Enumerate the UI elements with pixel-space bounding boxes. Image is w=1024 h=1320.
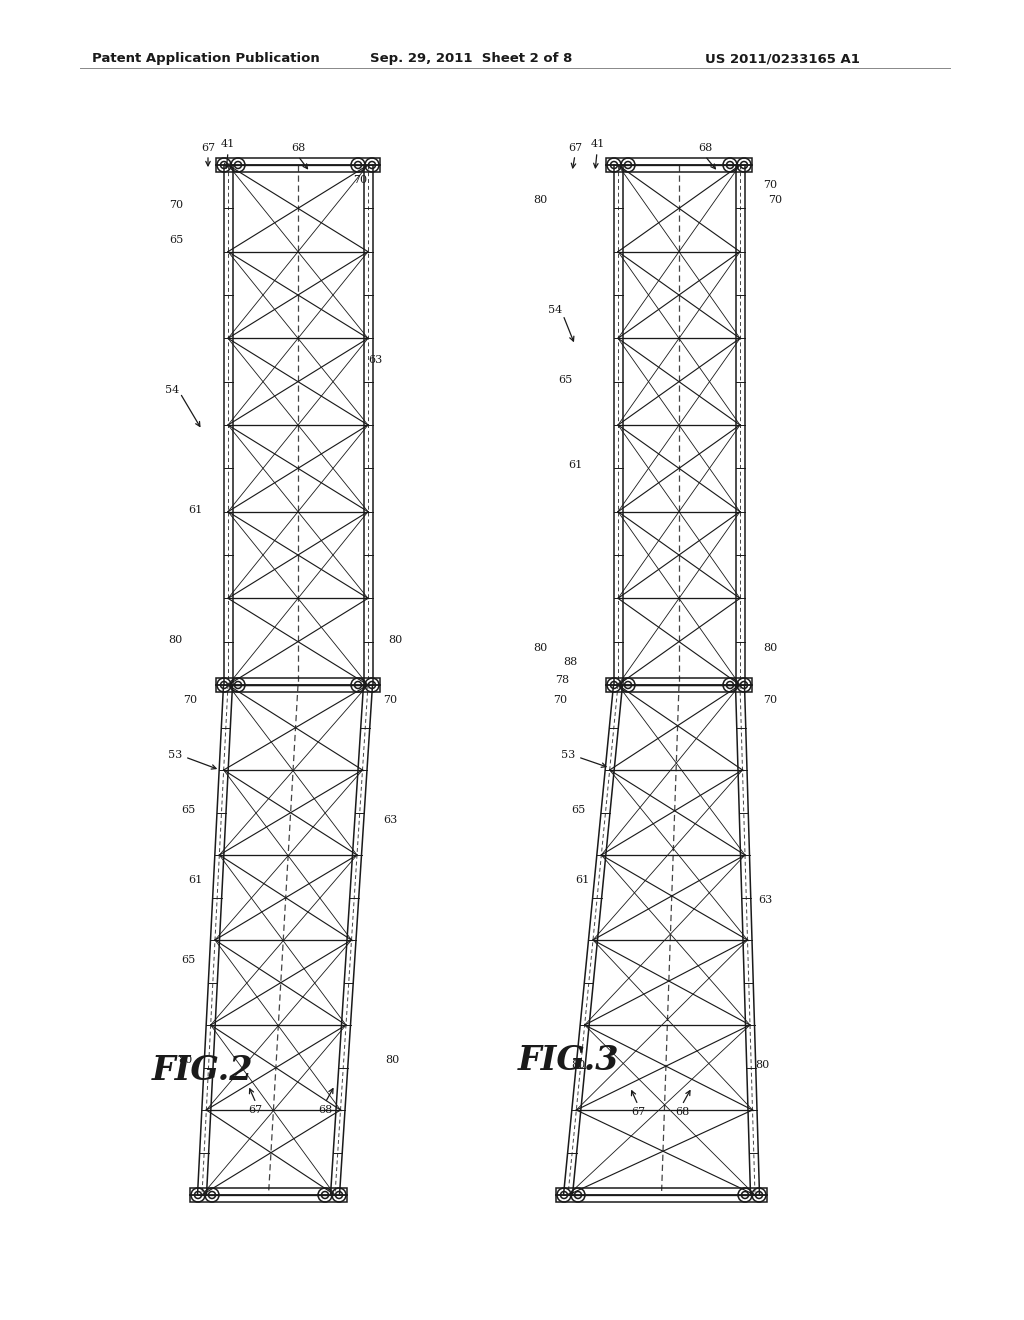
Text: 65: 65 <box>181 805 196 814</box>
Text: 54: 54 <box>548 305 562 315</box>
Text: 80: 80 <box>178 1055 193 1065</box>
Text: 61: 61 <box>568 459 582 470</box>
Bar <box>190 1188 347 1203</box>
Text: Patent Application Publication: Patent Application Publication <box>92 51 319 65</box>
Text: 63: 63 <box>383 814 397 825</box>
Text: 68: 68 <box>317 1105 332 1115</box>
Text: 80: 80 <box>755 1060 769 1071</box>
Bar <box>556 1188 767 1203</box>
Text: 65: 65 <box>181 954 196 965</box>
Text: 80: 80 <box>388 635 402 645</box>
Text: 80: 80 <box>532 643 547 653</box>
Text: 53: 53 <box>561 750 575 760</box>
Text: 61: 61 <box>187 506 202 515</box>
Text: 80: 80 <box>168 635 182 645</box>
Text: 70: 70 <box>768 195 782 205</box>
Text: 68: 68 <box>291 143 305 153</box>
Text: 53: 53 <box>168 750 182 760</box>
Text: 88: 88 <box>563 657 578 667</box>
Bar <box>216 678 380 692</box>
Text: 70: 70 <box>353 176 367 185</box>
Text: 61: 61 <box>187 875 202 884</box>
Text: 78: 78 <box>555 675 569 685</box>
Text: 65: 65 <box>570 805 585 814</box>
Text: 63: 63 <box>758 895 772 906</box>
Text: 70: 70 <box>763 180 777 190</box>
Text: 70: 70 <box>169 201 183 210</box>
Text: 54: 54 <box>165 385 179 395</box>
Text: 41: 41 <box>591 139 605 149</box>
Text: 80: 80 <box>763 643 777 653</box>
Text: 65: 65 <box>558 375 572 385</box>
Text: 70: 70 <box>553 696 567 705</box>
Text: 80: 80 <box>385 1055 399 1065</box>
Bar <box>606 678 752 692</box>
Text: 61: 61 <box>574 875 589 884</box>
Text: 67: 67 <box>248 1105 262 1115</box>
Text: FIG.2: FIG.2 <box>152 1053 254 1086</box>
Bar <box>216 158 380 172</box>
Text: FIG.3: FIG.3 <box>518 1044 620 1077</box>
Bar <box>606 158 752 172</box>
Text: 70: 70 <box>183 696 197 705</box>
Text: 70: 70 <box>763 696 777 705</box>
Text: 67: 67 <box>201 143 215 153</box>
Text: 67: 67 <box>631 1107 645 1117</box>
Text: 65: 65 <box>169 235 183 246</box>
Text: 70: 70 <box>383 696 397 705</box>
Text: 67: 67 <box>568 143 582 153</box>
Text: 68: 68 <box>698 143 712 153</box>
Text: 68: 68 <box>675 1107 689 1117</box>
Text: 41: 41 <box>221 139 236 149</box>
Text: US 2011/0233165 A1: US 2011/0233165 A1 <box>705 51 860 65</box>
Text: Sep. 29, 2011  Sheet 2 of 8: Sep. 29, 2011 Sheet 2 of 8 <box>370 51 572 65</box>
Text: 80: 80 <box>570 1060 585 1071</box>
Text: 80: 80 <box>532 195 547 205</box>
Text: 63: 63 <box>368 355 382 366</box>
